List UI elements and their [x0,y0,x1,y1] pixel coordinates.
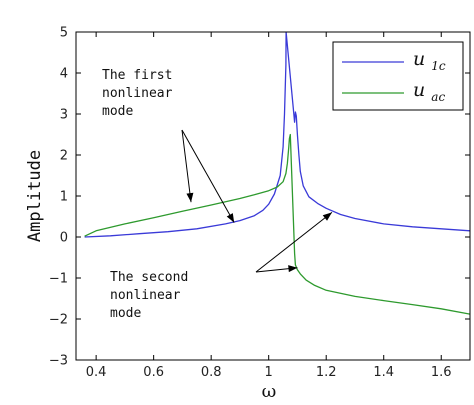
x-tick-label: 1.6 [431,365,452,380]
y-tick-label: 0 [60,231,68,246]
series-line-u1c [84,32,470,238]
annotation-second-mode-line-1: The second [110,270,188,285]
series-line-uac [84,133,470,315]
annotation-second-mode: The second nonlinear mode [110,270,188,321]
annotation-arrows [181,129,333,273]
arrow-shaft [255,212,333,273]
annotation-first-mode-line-3: mode [102,104,133,119]
x-tick-label: 0.6 [143,365,164,380]
legend-label-u1c: u 1c [413,48,446,73]
x-tick-label: 1.4 [373,365,394,380]
x-tick-label: 0.8 [201,365,222,380]
arrow-head [322,212,332,221]
arrow-head [288,265,298,273]
annotation-second-mode-line-3: mode [110,306,141,321]
legend-label-uac-sub: ac [431,90,445,104]
y-axis-ticks: −3 −2 −1 0 1 2 3 4 5 [49,26,470,369]
y-tick-label: 4 [60,67,68,82]
arrow-shaft [181,129,235,223]
legend: u 1c u ac [332,41,464,111]
annotation-second-mode-line-2: nonlinear [110,288,181,303]
legend-label-uac-main: u [413,79,425,101]
x-axis-ticks: 0.4 0.6 0.8 1 1.2 1.4 1.6 [86,32,452,380]
legend-box [332,41,464,111]
arrow-head [186,192,194,203]
y-tick-label: 5 [60,26,68,41]
annotation-first-mode-line-2: nonlinear [102,86,173,101]
arrow-head [226,213,235,223]
y-axis-label: Amplitude [25,150,45,242]
annotation-first-mode: The first nonlinear mode [102,68,173,119]
x-axis-label: ω [262,381,277,402]
y-tick-label: 2 [60,149,68,164]
y-tick-label: 1 [60,190,68,205]
x-tick-label: 1.2 [316,365,337,380]
y-tick-label: 3 [60,108,68,123]
y-tick-label: −3 [49,354,68,369]
y-tick-label: −2 [49,313,68,328]
plot-curves [84,32,470,315]
x-tick-label: 1 [265,365,273,380]
legend-label-u1c-main: u [413,48,425,70]
x-tick-label: 0.4 [86,365,107,380]
annotation-first-mode-line-1: The first [102,68,172,83]
y-tick-label: −1 [49,272,68,287]
legend-label-uac: u ac [413,79,445,104]
arrow-shaft [181,129,192,203]
legend-label-u1c-sub: 1c [431,59,446,73]
